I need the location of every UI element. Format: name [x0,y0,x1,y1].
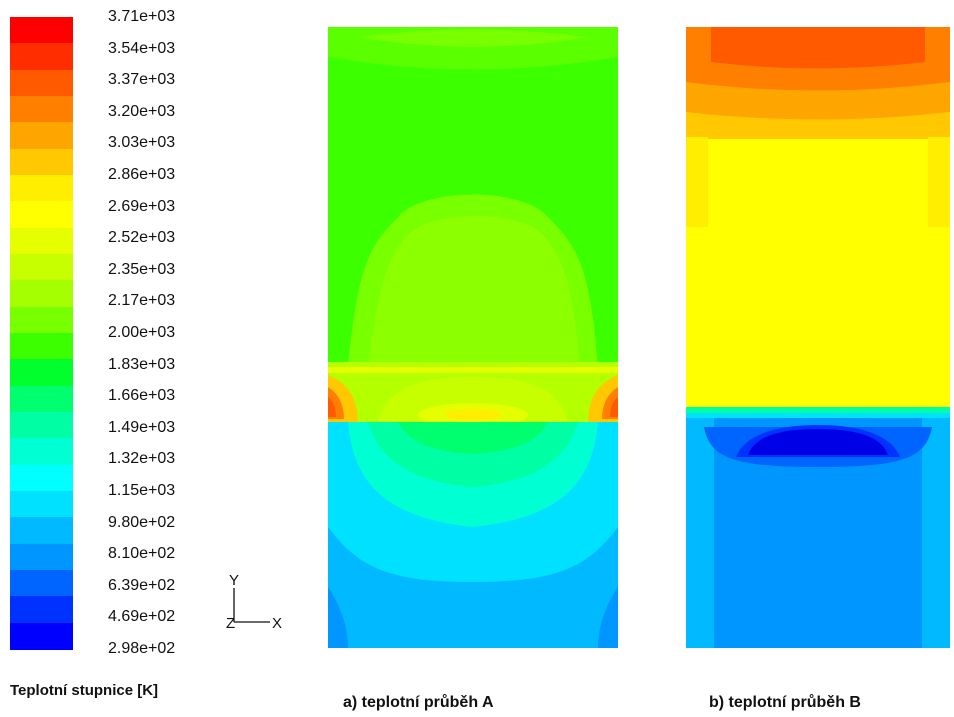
color-scale-segment [10,69,73,97]
color-scale-tick-label: 1.15e+03 [108,482,176,499]
color-scale-segment [10,96,73,123]
color-scale-segment [10,359,73,387]
color-scale-segment [10,43,73,71]
axes-triad: Y Z X [222,568,292,638]
color-scale-tick-label: 3.03e+03 [108,134,176,152]
region-lower-fan-4 [398,422,548,454]
color-scale-segment [10,464,73,492]
color-scale-tick-label: 2.69e+03 [108,197,176,215]
region-lower-edge-left [686,418,714,648]
color-scale-tick-label: 8.10e+02 [108,545,176,563]
color-scale-tick-label: 3.20e+03 [108,102,176,120]
axis-x-label: X [272,615,282,632]
color-scale-tick-label: 3.71e+03 [108,8,176,25]
color-scale-segment [10,543,73,571]
region-top-arc [358,29,588,47]
color-scale-segment [10,385,73,413]
color-scale-segment [10,622,73,650]
color-scale-segment [10,148,73,176]
region-upper-dome-inner [368,215,580,367]
color-scale-tick-label: 2.52e+03 [108,229,176,247]
axis-y-label: Y [229,572,239,589]
color-scale-tick-label: 9.80e+02 [108,513,176,531]
region-top-band-4 [711,27,925,69]
color-scale-segment [10,17,73,44]
color-scale-segment [10,570,73,597]
color-scale-segment [10,254,73,281]
contour-plot-a [328,27,618,648]
color-scale-segment [10,175,73,202]
color-scale-tick-label: 1.66e+03 [108,387,176,405]
color-scale-tick-label: 2.00e+03 [108,324,176,341]
color-scale-tick-label: 3.37e+03 [108,71,176,89]
color-scale-segment [10,306,73,334]
color-scale-segment [10,596,73,624]
axis-z-label: Z [226,615,235,632]
color-scale-tick-label: 6.39e+02 [108,576,176,594]
color-scale-tick-label: 2.98e+02 [108,640,176,657]
color-scale-segment [10,201,73,229]
region-interface-2 [686,413,950,418]
contour-plot-b [686,27,950,648]
color-scale-segment [10,438,73,466]
color-scale-tick-label: 2.35e+03 [108,260,176,278]
caption-panel-b: b) teplotní průběh B [709,694,861,711]
color-scale-tick-label: 1.49e+03 [108,418,176,436]
color-scale-bar [10,17,73,650]
region-lower-right [598,587,618,648]
color-scale-segment [10,227,73,255]
color-scale-segment [10,517,73,545]
color-scale-tick-label: 4.69e+02 [108,608,176,626]
color-scale-tick-label: 1.32e+03 [108,450,176,468]
color-scale-title: Teplotní stupnice [K] [10,682,159,699]
color-scale-tick-label: 1.83e+03 [108,355,176,373]
color-scale-tick-label: 2.17e+03 [108,292,176,310]
color-scale-segment [10,412,73,439]
color-scale-segment [10,491,73,518]
region-lower-core [748,429,888,455]
color-scale-tick-label: 2.86e+03 [108,166,176,183]
color-scale-segment [10,280,73,308]
region-lower-left [328,587,348,648]
hotspot-left-core [328,397,336,417]
color-scale-segment [10,122,73,150]
color-scale-segment [10,333,73,360]
region-interface-line [328,367,618,373]
region-center-core [445,409,501,421]
color-scale-tick-label: 3.54e+03 [108,39,176,57]
region-upper-side-right [928,137,950,227]
hotspot-right-core [610,397,618,417]
region-interface [686,407,950,413]
region-upper-side-left [686,137,708,227]
caption-panel-a: a) teplotní průběh A [343,694,494,711]
region-lower-edge-right [922,418,950,648]
